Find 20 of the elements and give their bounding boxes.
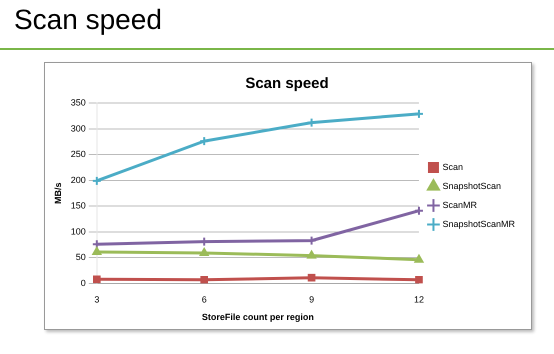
x-tick-label: 12 bbox=[414, 294, 424, 304]
x-tick-label: 6 bbox=[202, 294, 207, 304]
chart-subtitle: Scan speed bbox=[245, 75, 329, 92]
y-tick-label: 350 bbox=[70, 97, 86, 108]
legend-label: SnapshotScan bbox=[442, 180, 502, 191]
y-tick-label: 150 bbox=[70, 200, 86, 211]
y-tick-label: 100 bbox=[70, 226, 86, 236]
x-tick-label: 9 bbox=[309, 294, 314, 304]
y-tick-label: 250 bbox=[70, 149, 86, 160]
legend-label: Scan bbox=[442, 162, 463, 172]
y-axis-title: MB/s bbox=[52, 182, 63, 204]
y-tick-label: 50 bbox=[76, 252, 86, 262]
x-tick-label: 3 bbox=[94, 294, 100, 304]
chart-title: Scan speed bbox=[14, 4, 162, 36]
x-axis-title: StoreFile count per region bbox=[202, 312, 314, 322]
legend-label: ScanMR bbox=[442, 200, 478, 210]
legend-label: SnapshotScanMR bbox=[442, 218, 516, 229]
y-tick-label: 200 bbox=[70, 174, 86, 185]
y-tick-label: 300 bbox=[70, 123, 86, 134]
y-tick-label: 0 bbox=[80, 278, 86, 288]
